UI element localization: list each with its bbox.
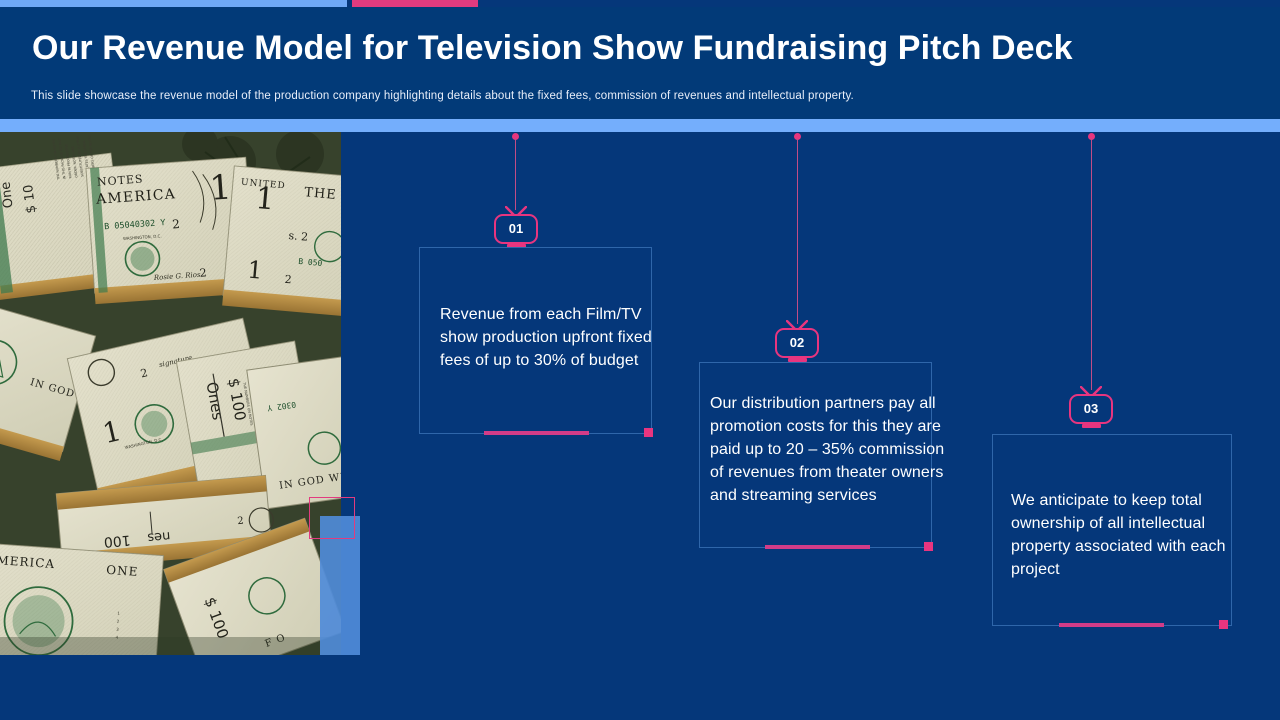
svg-text:ONE: ONE — [106, 563, 139, 579]
svg-text:0302 Y: 0302 Y — [267, 400, 297, 413]
svg-text:THE NUMBERS ON NOTES: THE NUMBERS ON NOTES — [242, 381, 254, 426]
svg-text:UNITED: UNITED — [241, 178, 287, 192]
photo-accent-rect-blue — [320, 516, 360, 655]
svg-text:WASHINGTON, D.C.: WASHINGTON, D.C. — [123, 233, 162, 241]
svg-text:ORDER. NOTES ARE: ORDER. NOTES ARE — [71, 146, 79, 178]
svg-text:s. 2: s. 2 — [288, 229, 309, 244]
tv-stand-icon — [507, 244, 526, 248]
tv-stand-icon — [788, 358, 807, 362]
step-text-01: Revenue from each Film/TV show productio… — [440, 306, 652, 369]
page-title: Our Revenue Model for Television Show Fu… — [32, 29, 1073, 67]
top-accent-bar-pink — [352, 0, 478, 7]
svg-text:Rosie G. Rios: Rosie G. Rios — [153, 271, 202, 282]
step-underline-03 — [1059, 623, 1164, 627]
step-number-03: 03 — [1069, 394, 1113, 424]
connector-line-01 — [515, 138, 516, 210]
svg-text:THE: THE — [304, 185, 338, 203]
top-accent-bar-blue — [0, 0, 347, 7]
step-number-01: 01 — [494, 214, 538, 244]
svg-text:4: 4 — [115, 635, 118, 640]
connector-dot-02 — [794, 133, 801, 140]
svg-text:3: 3 — [116, 627, 119, 632]
svg-text:NOTES: NOTES — [97, 172, 144, 188]
step-endcap-03 — [1219, 620, 1228, 629]
step-text-03: We anticipate to keep total ownership of… — [1011, 492, 1226, 578]
svg-text:2: 2 — [172, 217, 181, 231]
svg-text:B 050: B 050 — [298, 257, 323, 268]
svg-text:INDICATES THE SERIAL: INDICATES THE SERIAL — [82, 140, 90, 177]
svg-text:nes: nes — [147, 528, 171, 545]
page-subtitle: This slide showcase the revenue model of… — [31, 90, 854, 102]
connector-line-03 — [1091, 138, 1092, 390]
svg-text:1: 1 — [117, 611, 120, 616]
svg-text:2: 2 — [139, 366, 149, 380]
step-underline-01 — [484, 431, 589, 435]
step-number-02: 02 — [775, 328, 819, 358]
svg-text:B 05040302 Y: B 05040302 Y — [104, 218, 166, 232]
tv-badge-03: 03 — [1069, 386, 1113, 432]
svg-text:1: 1 — [254, 181, 276, 218]
money-photo: One $ 10 THE NUMBERS ON NOTES IN THIS PA… — [0, 132, 341, 655]
svg-text:SUBSTITUTED BY A STRAP: SUBSTITUTED BY A STRAP — [75, 135, 84, 177]
connector-dot-03 — [1088, 133, 1095, 140]
svg-text:One: One — [0, 181, 17, 209]
svg-text:100: 100 — [103, 532, 131, 550]
svg-text:IN THIS PACKAGE DO NOT: IN THIS PACKAGE DO NOT — [58, 138, 67, 179]
svg-text:F AMERICA: F AMERICA — [0, 551, 56, 571]
connector-dot-01 — [512, 133, 519, 140]
svg-text:2: 2 — [284, 273, 292, 287]
svg-text:1: 1 — [246, 256, 264, 285]
svg-text:2: 2 — [117, 619, 120, 624]
svg-text:2: 2 — [199, 266, 207, 279]
connector-line-02 — [797, 138, 798, 324]
step-text-02: Our distribution partners pay all promot… — [710, 395, 945, 504]
header-divider-strip — [0, 119, 1280, 132]
svg-text:AMERICA: AMERICA — [95, 186, 177, 208]
svg-text:2: 2 — [237, 516, 244, 528]
svg-text:RUN IN PROGRESSIVE: RUN IN PROGRESSIVE — [64, 144, 72, 179]
step-endcap-01 — [644, 428, 653, 437]
svg-text:$ 10: $ 10 — [21, 184, 39, 215]
svg-text:1: 1 — [208, 167, 232, 208]
tv-stand-icon — [1082, 424, 1101, 428]
svg-text:NUMBERS OF THE NOTES: NUMBERS OF THE NOTES — [87, 135, 96, 176]
step-endcap-02 — [924, 542, 933, 551]
tv-badge-02: 02 — [775, 320, 819, 366]
svg-text:THE NUMBERS ON NOTES: THE NUMBERS ON NOTES — [52, 139, 61, 181]
slide-header: Our Revenue Model for Television Show Fu… — [0, 7, 1280, 119]
tv-badge-01: 01 — [494, 206, 538, 252]
step-underline-02 — [765, 545, 870, 549]
photo-accent-rect-pink — [309, 497, 355, 539]
